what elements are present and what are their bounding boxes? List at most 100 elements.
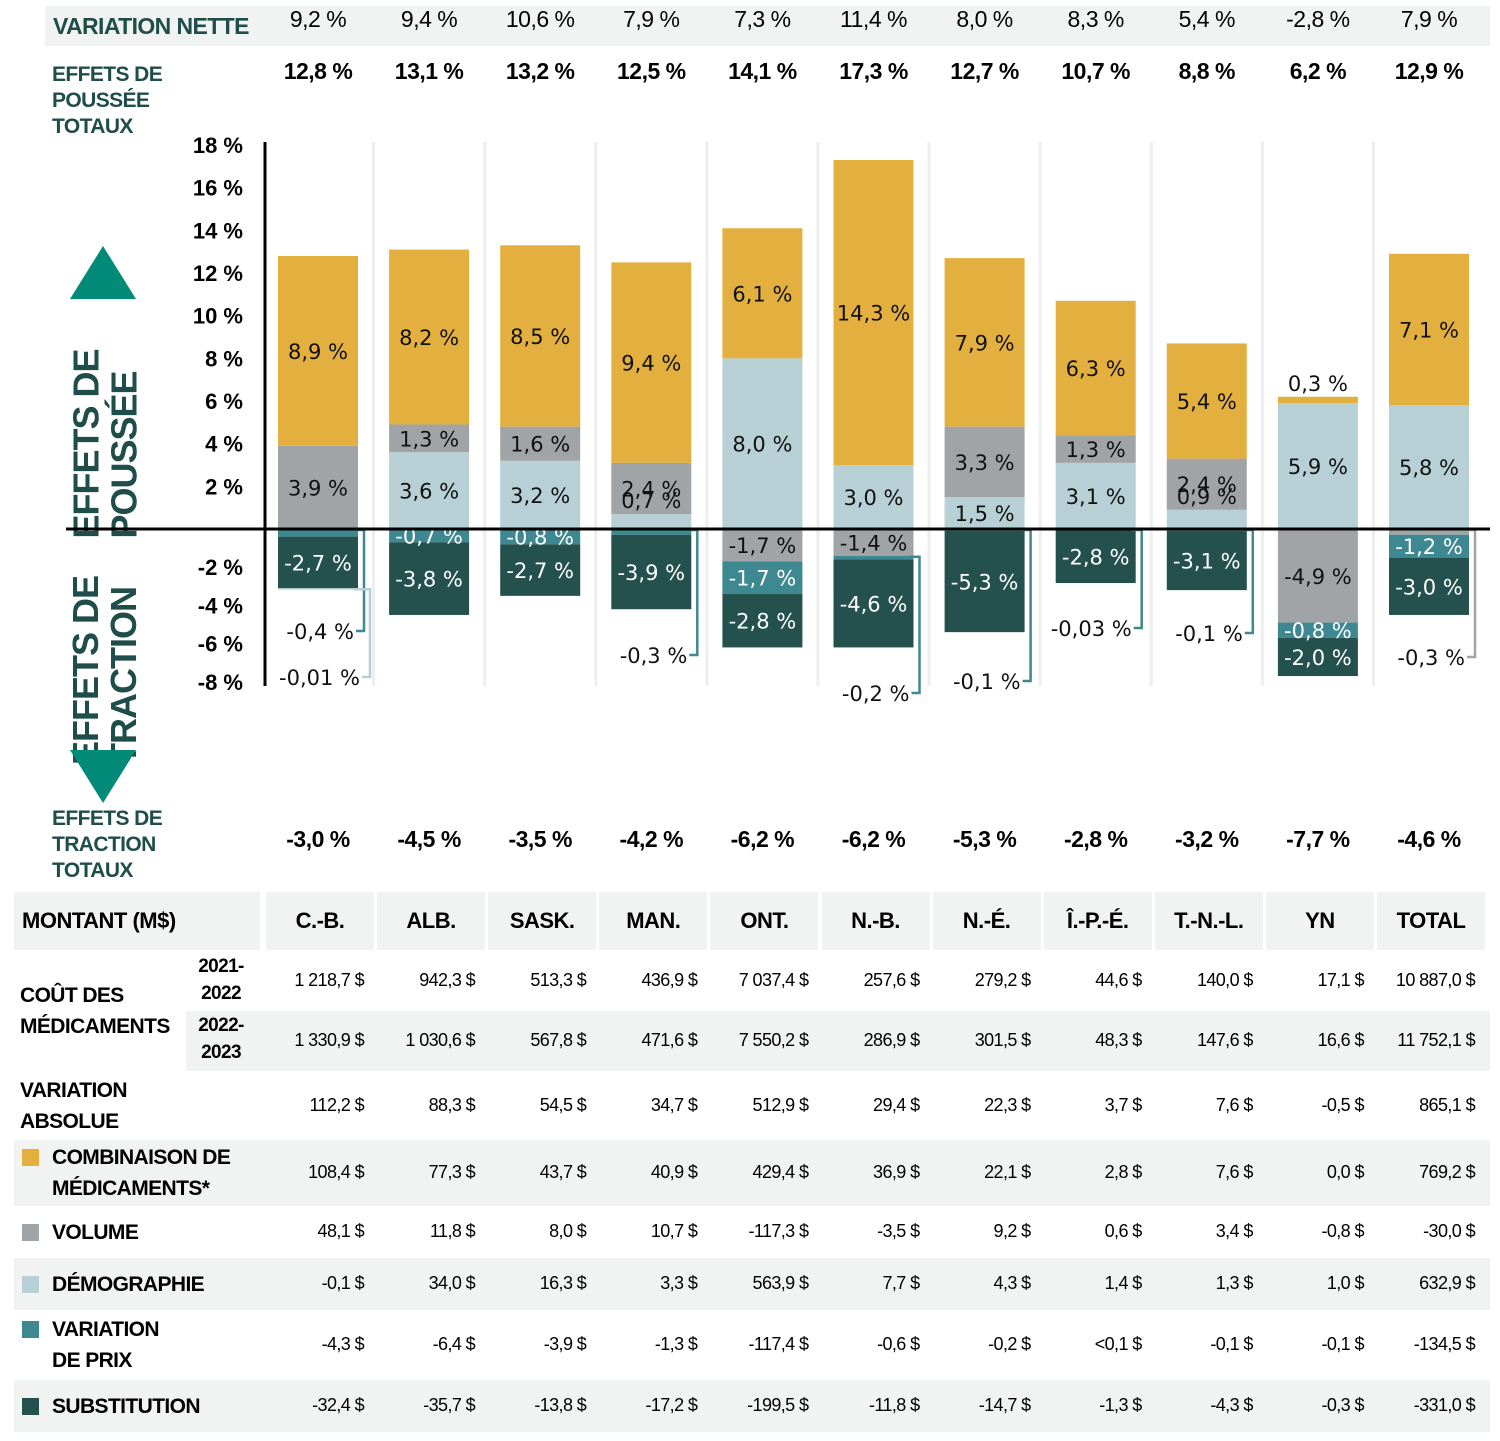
row-label-line: ABSOLUE (20, 1110, 119, 1133)
bar-segment-demographics (611, 514, 692, 529)
push-total-value: 12,5 % (616, 58, 686, 84)
table-cell: -0,2 $ (988, 1334, 1031, 1354)
row-label-line: VARIATION (52, 1318, 160, 1341)
table-cell: 301,5 $ (974, 1030, 1031, 1050)
table-cell: 9,2 $ (993, 1221, 1032, 1241)
table-cell: 16,6 $ (1317, 1030, 1364, 1050)
row-label-volume: VOLUME (52, 1217, 139, 1248)
bar-segment-substitution (1055, 529, 1136, 584)
bar-segment-demographics (833, 465, 914, 529)
column-separators (372, 142, 1375, 686)
push-total-value: 12,9 % (1394, 58, 1464, 84)
table-cell: 4,3 $ (993, 1273, 1032, 1293)
bar-segment-price_change (278, 529, 358, 537)
bar-segment-demographics (278, 588, 358, 590)
callout-label-demographics: -0,01 % (279, 666, 360, 690)
segment-label-volume: -1,4 % (840, 531, 908, 555)
bar-segment-substitution (611, 534, 692, 610)
table-cell: 7 037,4 $ (738, 970, 809, 990)
table-cell: 22,1 $ (984, 1162, 1031, 1182)
table-cell: -199,5 $ (747, 1395, 809, 1415)
year-label-line: 2022 (201, 983, 241, 1004)
row-label-line: VARIATION (20, 1079, 128, 1102)
segment-label-demographics: 0,7 % (621, 489, 681, 513)
segment-label-volume: 1,3 % (399, 427, 459, 451)
table-cell: -4,3 $ (321, 1334, 365, 1354)
segment-label-volume: 1,6 % (510, 433, 570, 457)
legend-swatch-demographics (22, 1275, 39, 1293)
y-tick-label: 10 % (193, 304, 243, 329)
segment-label-volume: 3,9 % (288, 476, 348, 500)
segment-label-drug_mix: 6,1 % (732, 282, 792, 306)
bar-segment-volume (389, 424, 470, 453)
net-change-value: 9,2 % (289, 6, 347, 32)
bar-segment-substitution (722, 593, 803, 648)
bar-segment-volume (1166, 458, 1247, 510)
segment-label-drug_mix: 7,9 % (955, 331, 1015, 355)
bar-segment-drug_mix (1166, 343, 1247, 459)
y-tick-label: 2 % (205, 474, 243, 499)
table-cell: 632,9 $ (1419, 1273, 1475, 1293)
segment-label-substitution: -3,8 % (395, 568, 463, 592)
table-corner-label: MONTANT (M$) (14, 892, 260, 950)
bar-segment-price_change (1277, 622, 1358, 638)
table-cell: 43,7 $ (539, 1162, 587, 1182)
year-label: 2022- 2023 (186, 1012, 256, 1066)
bar-segment-volume (1389, 529, 1469, 535)
bar-segment-volume (278, 445, 358, 529)
table-cell: -0,1 $ (1210, 1334, 1253, 1354)
net-change-value: 7,9 % (623, 6, 680, 32)
table-cell: -117,3 $ (748, 1221, 809, 1241)
segment-label-drug_mix: 8,2 % (399, 326, 459, 350)
segment-label-drug_mix: 5,4 % (1177, 390, 1237, 414)
row-label-drug_mix: COMBINAISON DE MÉDICAMENTS* (52, 1142, 231, 1204)
segment-label-substitution: -4,6 % (840, 592, 908, 616)
segment-label-drug_mix: 8,9 % (288, 340, 348, 364)
y-tick-label: 4 % (205, 432, 243, 457)
table-cell: 429,4 $ (752, 1162, 809, 1182)
row-label-demographics: DÉMOGRAPHIE (52, 1269, 205, 1300)
table-cell: 1,3 $ (1215, 1273, 1254, 1293)
bar-segment-drug_mix (944, 258, 1025, 427)
y-tick-label: -4 % (198, 593, 243, 618)
y-tick-label: 18 % (193, 133, 243, 158)
bar-segment-substitution (389, 542, 470, 615)
bar-segment-price_change (389, 529, 470, 543)
segment-label-drug_mix: 6,3 % (1066, 357, 1126, 381)
table-cell: 11,8 $ (429, 1221, 476, 1241)
push-totals-label: EFFETS DE POUSSÉE TOTAUX (52, 62, 163, 140)
table-cell: 34,7 $ (650, 1095, 698, 1115)
push-arrow-up-icon (70, 246, 136, 299)
bar-segment-volume (1277, 529, 1358, 623)
table-cell: -0,1 $ (1321, 1334, 1364, 1354)
net-change-value: 5,4 % (1178, 6, 1236, 32)
table-cell: 54,5 $ (539, 1095, 587, 1115)
table-cell: 10 887,0 $ (1395, 970, 1476, 990)
table-column-header: TOTAL (1377, 892, 1485, 950)
table-cell: 140,0 $ (1196, 970, 1253, 990)
push-total-value: 17,3 % (839, 58, 908, 84)
table-cell: 1,4 $ (1104, 1273, 1143, 1293)
segment-label-substitution: -2,8 % (729, 610, 797, 634)
y-tick-label: 6 % (205, 389, 243, 414)
segment-label-drug_mix: 14,3 % (837, 302, 910, 326)
segment-label-volume: 2,4 % (1177, 473, 1237, 497)
legend-swatch-volume (22, 1223, 39, 1241)
bar-segment-drug_mix (500, 245, 581, 427)
bar-segment-demographics (1166, 509, 1247, 529)
bar-segment-volume (611, 462, 692, 515)
bar-segment-drug_mix (278, 255, 358, 446)
table-cell: 513,3 $ (530, 970, 587, 990)
push-total-value: 13,2 % (505, 58, 575, 84)
segment-label-demographics: 5,8 % (1399, 456, 1459, 480)
push-totals-label-line: TOTAUX (52, 115, 133, 138)
pull-total-value: -3,2 % (1175, 826, 1239, 852)
y-tick-label: 12 % (193, 261, 243, 286)
table-cell: 8,0 $ (549, 1221, 587, 1241)
y-tick-label: 8 % (205, 346, 243, 371)
net-change-label: VARIATION NETTE (53, 13, 249, 39)
bar-segment-volume (833, 529, 914, 556)
pull-total-value: -6,2 % (730, 826, 795, 852)
y-axis-ticks: 18 % 16 % 14 % 12 % 10 % 8 % 6 % 4 % 2 % -2 % -4 %… (193, 133, 243, 695)
bar-segment-price_change (1389, 534, 1469, 558)
